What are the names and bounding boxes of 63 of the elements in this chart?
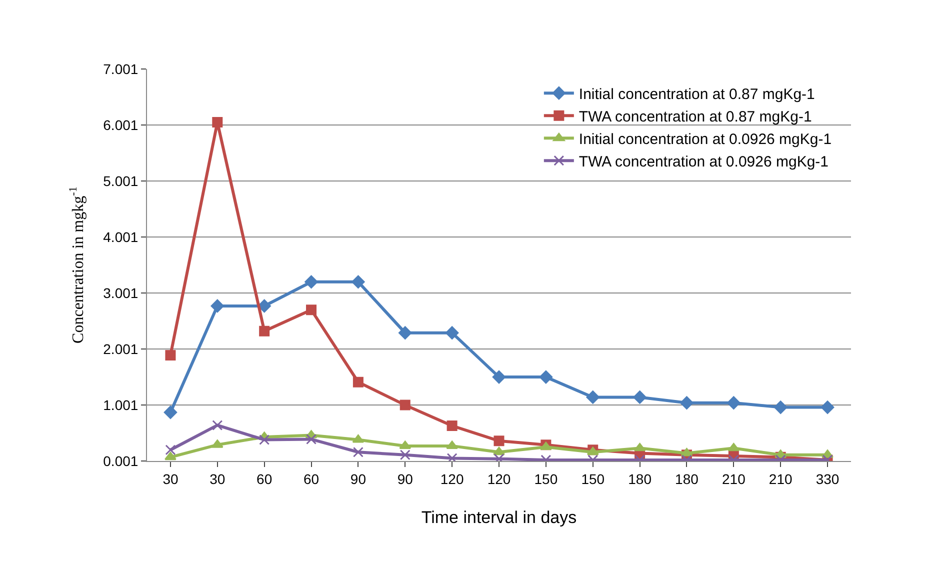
point	[727, 396, 740, 410]
x-tick-label: 210	[722, 470, 746, 487]
point	[820, 400, 834, 414]
x-tick-label: 30	[210, 470, 226, 487]
point	[304, 275, 318, 288]
point	[539, 370, 553, 384]
x-tick-label: 210	[768, 470, 792, 487]
point	[210, 299, 224, 313]
y-tick-label: 4.001	[103, 228, 138, 245]
x-tick-label: 120	[440, 470, 464, 487]
y-tick-label: 1.001	[103, 396, 138, 413]
point	[493, 446, 505, 456]
point	[492, 370, 506, 384]
point	[306, 304, 317, 316]
x-tick-label: 90	[350, 470, 366, 487]
x-tick-label: 90	[397, 470, 414, 487]
point	[728, 442, 740, 452]
point	[680, 396, 694, 410]
point	[398, 326, 412, 340]
point	[774, 400, 788, 414]
point	[164, 406, 178, 419]
point	[446, 420, 458, 432]
point	[258, 299, 271, 313]
y-tick-label: 2.001	[103, 340, 138, 357]
point	[259, 434, 270, 446]
x-tick-label: 180	[675, 470, 699, 487]
x-tick-label: 30	[162, 470, 178, 487]
point	[212, 117, 223, 128]
point	[494, 436, 504, 446]
y-tick-label: 3.001	[103, 284, 138, 301]
legend-label: Initial concentration at 0.87 mgKg-1	[578, 86, 815, 103]
x-tick-label: 120	[487, 470, 511, 487]
x-tick-label: 150	[534, 470, 558, 487]
legend-label: TWA concentration at 0.87 mgKg-1	[578, 108, 812, 126]
x-axis-title: Time interval in days	[421, 508, 577, 528]
point	[259, 326, 270, 336]
point	[164, 452, 176, 460]
point	[634, 442, 646, 452]
point	[352, 275, 365, 288]
point	[633, 390, 646, 404]
point	[165, 444, 176, 456]
x-tick-label: 60	[303, 470, 320, 487]
point	[445, 326, 459, 340]
point	[586, 390, 600, 404]
point	[212, 420, 223, 430]
legend-label: Initial concentration at 0.0926 mgKg-1	[578, 130, 832, 148]
point	[680, 448, 693, 456]
y-tick-label: 0.001	[103, 452, 138, 469]
x-tick-label: 150	[581, 470, 605, 487]
point	[352, 376, 364, 388]
y-tick-label: 7.001	[103, 60, 138, 77]
point	[352, 446, 364, 458]
point	[446, 453, 458, 461]
x-tick-label: 180	[628, 470, 652, 487]
point	[400, 400, 410, 410]
y-tick-label: 5.001	[103, 172, 138, 189]
legend-label: TWA concentration at 0.0926 mgKg-1	[578, 153, 829, 170]
x-tick-label: 60	[256, 470, 272, 487]
point	[306, 434, 317, 444]
y-tick-label: 6.001	[103, 116, 138, 133]
point	[165, 350, 176, 360]
point	[400, 450, 410, 460]
x-tick-label: 330	[816, 470, 840, 487]
